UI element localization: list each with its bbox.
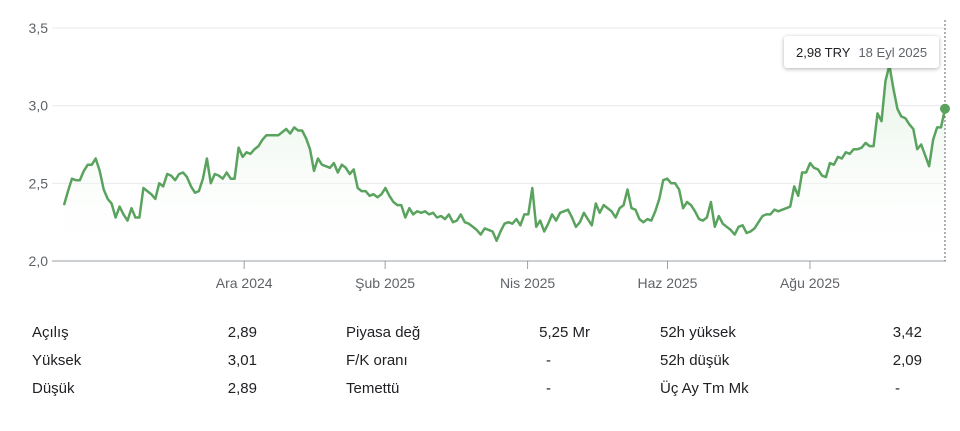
stat-label: Temettü <box>346 379 400 397</box>
stat-label: Yüksek <box>32 351 82 369</box>
tooltip-date: 18 Eyl 2025 <box>858 44 928 60</box>
stat-low: Düşük 2,89 <box>32 374 257 402</box>
stat-52w-low: 52h düşük 2,09 <box>660 346 922 374</box>
stat-value: 2,89 <box>227 323 257 341</box>
stat-pe-ratio: F/K oranı - <box>346 346 551 374</box>
x-tick-label: Şub 2025 <box>355 275 415 291</box>
stat-market-cap: Piyasa değ 5,25 Mr <box>346 318 590 346</box>
stat-label: Üç Ay Tm Mk <box>660 379 749 397</box>
stat-dividend: Temettü - <box>346 374 551 402</box>
y-axis: 2,0 2,5 3,0 3,5 <box>29 20 49 269</box>
stat-open: Açılış 2,89 <box>32 318 257 346</box>
y-tick-label: 3,5 <box>29 20 49 36</box>
stat-label: Düşük <box>32 379 75 397</box>
y-tick-label: 2,0 <box>29 253 49 269</box>
x-axis: Ara 2024 Şub 2025 Nis 2025 Haz 2025 Ağu 2025 <box>216 261 840 291</box>
x-tick-label: Ağu 2025 <box>780 275 840 291</box>
stat-label: 52h düşük <box>660 351 730 369</box>
last-price-dot[interactable] <box>940 103 950 114</box>
stat-label: Açılış <box>32 323 69 341</box>
y-tick-label: 3,0 <box>29 98 49 114</box>
stat-value: 3,01 <box>227 351 257 369</box>
price-line <box>62 64 947 243</box>
stat-value: - <box>895 379 900 397</box>
x-tick-label: Nis 2025 <box>500 275 555 291</box>
tooltip-price: 2,98 TRY <box>796 44 851 60</box>
x-tick-label: Haz 2025 <box>638 275 698 291</box>
price-chart[interactable]: 2,0 2,5 3,0 3,5 Ara 2024 Şub 2025 Nis 2025 Haz… <box>0 0 960 300</box>
y-tick-label: 2,5 <box>29 175 49 191</box>
stat-value: 2,09 <box>892 351 922 369</box>
stat-value: - <box>546 379 551 397</box>
price-area <box>64 65 945 261</box>
stat-value: 5,25 Mr <box>539 323 590 341</box>
x-tick-label: Ara 2024 <box>216 275 273 291</box>
stat-value: 3,42 <box>892 323 922 341</box>
price-tooltip: 2,98 TRY 18 Eyl 2025 <box>784 36 940 68</box>
stat-label: F/K oranı <box>346 351 408 369</box>
stat-high: Yüksek 3,01 <box>32 346 257 374</box>
stat-label: 52h yüksek <box>660 323 736 341</box>
stat-label: Piyasa değ <box>346 323 421 341</box>
stat-value: - <box>546 351 551 369</box>
stat-52w-high: 52h yüksek 3,42 <box>660 318 922 346</box>
stat-value: 2,89 <box>227 379 257 397</box>
stat-3m-avg-volume: Üç Ay Tm Mk - <box>660 374 900 402</box>
